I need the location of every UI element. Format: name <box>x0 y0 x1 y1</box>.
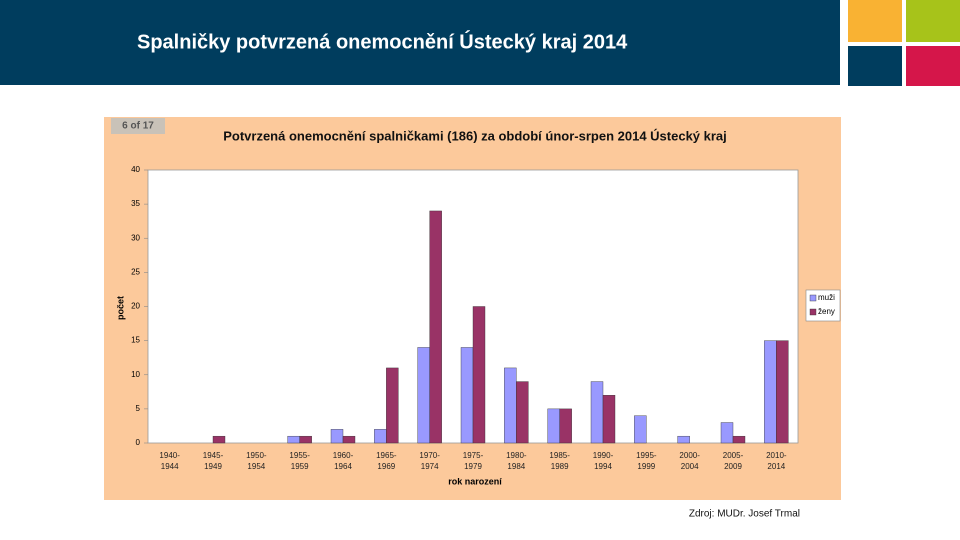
header-band <box>0 0 840 85</box>
x-tick-label: 1950-1954 <box>246 451 267 471</box>
deco-square <box>906 0 960 42</box>
bar <box>504 367 517 444</box>
x-tick-label: 2000-2004 <box>679 451 700 471</box>
y-tick-label: 20 <box>131 302 140 311</box>
bar <box>342 435 356 444</box>
bar <box>299 435 312 444</box>
x-tick-label: 1945-1949 <box>202 451 224 471</box>
x-tick-label: 2010-2014 <box>766 451 787 471</box>
deco-square <box>848 0 902 42</box>
bar <box>720 422 734 444</box>
y-tick-label: 10 <box>131 370 140 379</box>
slide-title: Spalničky potvrzená onemocnění Ústecký k… <box>137 29 628 53</box>
legend-swatch <box>809 294 817 302</box>
badge-bg <box>111 118 165 134</box>
chart-title: Potvrzená onemocnění spalničkami (186) z… <box>223 128 727 143</box>
x-tick-label: 1955-1959 <box>289 451 310 471</box>
x-tick-label: 1940-1944 <box>159 451 180 471</box>
y-tick-label: 40 <box>131 165 140 174</box>
y-tick-label: 25 <box>131 267 140 276</box>
bar <box>287 435 300 444</box>
source: Zdroj: MUDr. Josef Trmal <box>689 509 800 520</box>
y-axis-label: počet <box>115 296 125 320</box>
x-tick-label: 1995-1999 <box>636 451 657 471</box>
bar <box>386 367 399 444</box>
bar <box>516 381 529 444</box>
y-tick-label: 35 <box>131 199 140 208</box>
bar <box>330 429 344 444</box>
y-tick-label: 0 <box>136 438 141 447</box>
x-tick-label: 1975-1979 <box>462 451 484 471</box>
bar <box>677 435 690 444</box>
legend-label: muži <box>818 293 835 302</box>
badge: 6 of 17 <box>122 121 154 132</box>
bar <box>764 340 777 444</box>
y-tick-label: 15 <box>131 336 140 345</box>
bar <box>374 429 387 444</box>
x-tick-label: 1970-1974 <box>419 451 440 471</box>
bar <box>212 435 226 444</box>
deco-square <box>906 46 960 86</box>
bar <box>732 435 746 444</box>
bar <box>602 395 616 444</box>
deco-square <box>848 46 902 86</box>
bar <box>472 306 486 444</box>
bar <box>429 210 442 444</box>
bar <box>559 408 572 444</box>
x-tick-label: 1965-1969 <box>376 451 397 471</box>
y-tick-label: 30 <box>131 233 140 242</box>
bar <box>547 408 560 444</box>
bar <box>417 347 430 444</box>
bar <box>590 381 604 444</box>
x-tick-label: 1985-1989 <box>549 451 570 471</box>
x-axis-label: rok narození <box>448 476 502 486</box>
bar <box>460 347 474 444</box>
x-tick-label: 1980-1984 <box>506 451 527 471</box>
bar <box>776 340 789 444</box>
y-tick-label: 5 <box>136 404 141 413</box>
bar <box>634 415 647 444</box>
x-tick-label: 1960-1964 <box>332 451 354 471</box>
legend-swatch <box>809 308 817 316</box>
legend-label: ženy <box>818 307 835 316</box>
x-tick-label: 1990-1994 <box>592 451 614 471</box>
x-tick-label: 2005-2009 <box>722 451 744 471</box>
